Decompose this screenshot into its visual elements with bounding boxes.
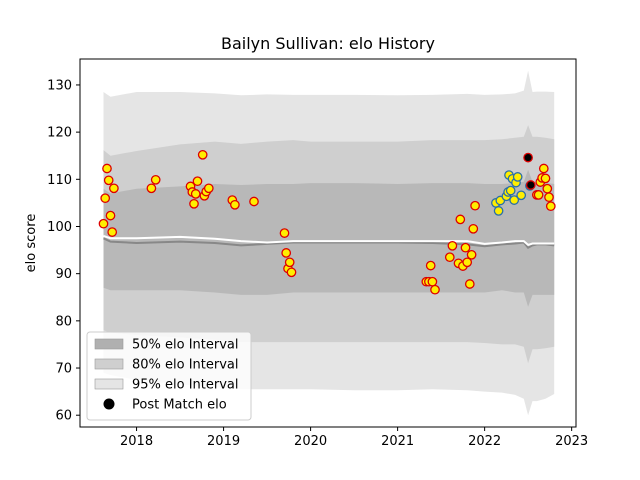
y-tick-label: 70 — [55, 362, 72, 377]
data-point — [542, 183, 553, 194]
data-point — [545, 201, 556, 212]
legend-frame — [86, 331, 252, 421]
data-point — [230, 199, 240, 210]
data-point — [466, 249, 477, 260]
x-tick-label: 2020 — [294, 434, 327, 449]
legend-swatch — [94, 378, 124, 390]
mean-elo-line — [103, 234, 555, 247]
data-point — [105, 210, 116, 221]
data-point — [493, 206, 504, 216]
data-point — [146, 183, 157, 194]
data-point — [447, 240, 458, 251]
data-point — [464, 279, 475, 289]
data-point — [460, 242, 471, 253]
y-tick-label: 120 — [47, 126, 72, 141]
y-axis-label: elo score — [24, 214, 39, 273]
data-point — [189, 198, 199, 209]
band-50-interval — [103, 169, 555, 307]
data-point — [109, 183, 119, 194]
legend-label: Post Match elo — [132, 398, 227, 413]
data-point — [462, 257, 473, 268]
data-point — [509, 195, 520, 205]
median-elo-line — [103, 237, 555, 249]
legend: 50% elo Interval 80% elo Interval 95% elo … — [86, 331, 252, 421]
data-point — [286, 267, 297, 278]
data-point — [516, 190, 527, 201]
x-tick-label: 2018 — [120, 434, 153, 449]
y-tick-label: 60 — [55, 409, 72, 424]
y-tick-label: 110 — [47, 173, 72, 188]
x-tick-label: 2023 — [555, 434, 588, 449]
legend-swatch — [94, 358, 124, 370]
legend-marker — [103, 398, 115, 410]
data-point — [102, 163, 112, 174]
legend-label: 95% elo Interval — [132, 378, 239, 393]
data-point — [190, 189, 201, 199]
data-point — [540, 173, 551, 184]
x-tick-label: 2021 — [381, 434, 414, 449]
data-point — [505, 185, 516, 196]
data-point — [100, 193, 111, 204]
data-point — [525, 180, 536, 190]
data-point — [284, 257, 295, 268]
data-point — [512, 172, 523, 182]
data-point — [430, 284, 440, 295]
y-tick-label: 80 — [55, 314, 72, 329]
data-point — [281, 248, 292, 258]
y-tick-label: 90 — [55, 267, 72, 282]
data-point — [470, 200, 480, 211]
data-point — [444, 252, 455, 263]
legend-swatch — [94, 338, 124, 350]
data-point — [103, 175, 114, 186]
data-point — [279, 228, 290, 238]
y-tick-label: 100 — [47, 220, 72, 235]
data-point — [107, 227, 118, 237]
data-point — [203, 183, 214, 194]
axes-frame — [79, 58, 577, 428]
y-tick-label: 130 — [47, 78, 72, 93]
data-point — [455, 214, 466, 225]
data-point — [538, 163, 549, 174]
data-point — [192, 176, 203, 187]
x-tick-label: 2022 — [468, 434, 501, 449]
data-point — [427, 276, 438, 287]
data-point — [544, 192, 554, 203]
data-point — [425, 260, 436, 271]
legend-label: 80% elo Interval — [132, 358, 239, 373]
data-point — [98, 218, 109, 229]
data-point — [249, 196, 259, 207]
plot-area: 2018 2019 2020 2021 2022 2023 60 70 80 90 100 110 12… — [47, 58, 588, 449]
chart-title: Bailyn Sullivan: elo History — [221, 34, 435, 53]
data-point — [197, 149, 208, 160]
x-tick-label: 2019 — [207, 434, 240, 449]
data-point — [150, 174, 161, 185]
legend-label: 50% elo Interval — [132, 338, 239, 353]
data-point — [468, 223, 479, 234]
data-point — [533, 190, 544, 200]
data-point — [523, 152, 533, 163]
